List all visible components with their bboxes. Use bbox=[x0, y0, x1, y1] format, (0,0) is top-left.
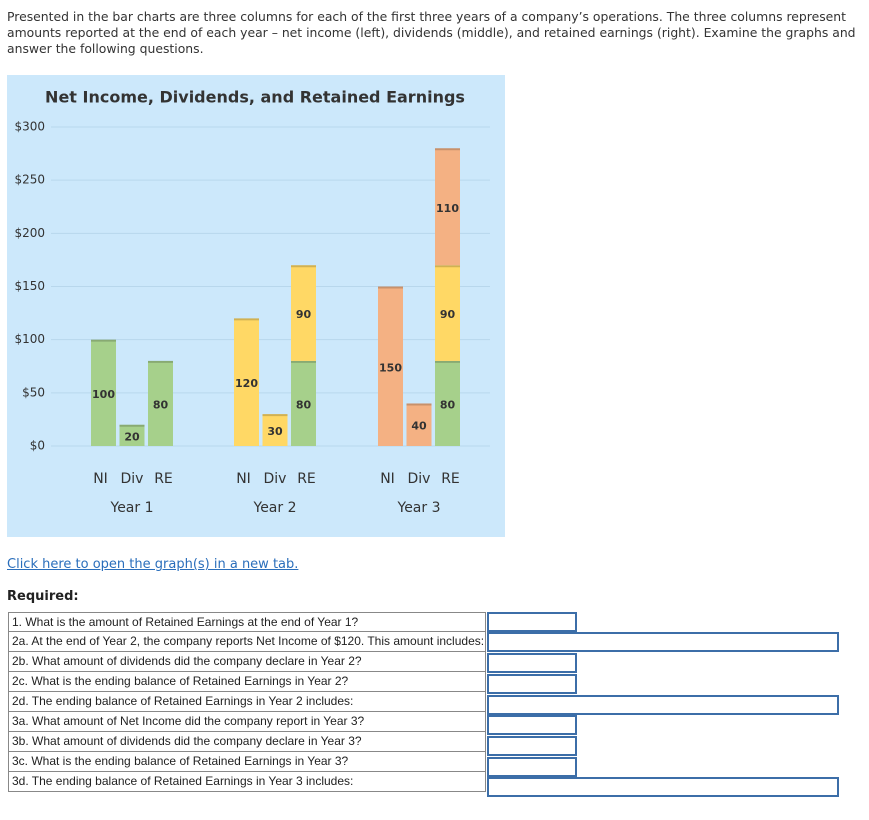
y-tick-label: $100 bbox=[14, 332, 45, 346]
data-label: 120 bbox=[235, 377, 258, 390]
data-label: 90 bbox=[296, 308, 312, 321]
column-label: NI bbox=[380, 471, 395, 487]
column-label: Div bbox=[264, 471, 287, 487]
question: 3d. The ending balance of Retained Earni… bbox=[8, 772, 486, 792]
bar-segment bbox=[435, 360, 460, 446]
chart-background bbox=[7, 75, 505, 537]
bar-segment bbox=[291, 360, 316, 446]
answer-input[interactable] bbox=[487, 632, 839, 652]
column-label: Div bbox=[408, 471, 431, 487]
question: 3c. What is the ending balance of Retain… bbox=[8, 752, 486, 772]
bar-segment bbox=[234, 318, 259, 446]
bar-segment bbox=[119, 424, 145, 446]
y-tick-label: $250 bbox=[14, 173, 45, 187]
answer-input[interactable] bbox=[487, 736, 577, 756]
bar-segment bbox=[435, 148, 460, 266]
column-label: NI bbox=[236, 471, 251, 487]
question: 2c. What is the ending balance of Retain… bbox=[8, 672, 486, 692]
answer-input[interactable] bbox=[487, 612, 577, 632]
data-label: 80 bbox=[153, 398, 169, 411]
data-label: 30 bbox=[267, 425, 283, 438]
data-label: 90 bbox=[440, 308, 456, 321]
column-label: RE bbox=[154, 471, 173, 487]
bar-segment bbox=[378, 286, 403, 446]
data-label: 80 bbox=[296, 398, 312, 411]
question: 2a. At the end of Year 2, the company re… bbox=[8, 632, 486, 652]
question: 1. What is the amount of Retained Earnin… bbox=[8, 612, 486, 632]
required-label: Required: bbox=[7, 589, 79, 604]
data-label: 80 bbox=[440, 398, 456, 411]
y-tick-label: $50 bbox=[22, 385, 45, 399]
question: 3a. What amount of Net Income did the co… bbox=[8, 712, 486, 732]
answer-input[interactable] bbox=[487, 695, 839, 715]
bar-segment bbox=[406, 403, 432, 446]
column-label: NI bbox=[93, 471, 108, 487]
answer-input[interactable] bbox=[487, 653, 577, 673]
answer-input[interactable] bbox=[487, 777, 839, 797]
column-label: RE bbox=[441, 471, 460, 487]
y-tick-label: $200 bbox=[14, 226, 45, 240]
bar-segment bbox=[435, 265, 460, 361]
y-tick-label: $0 bbox=[30, 439, 45, 453]
data-label: 40 bbox=[411, 420, 427, 433]
question: 3b. What amount of dividends did the com… bbox=[8, 732, 486, 752]
y-tick-label: $150 bbox=[14, 279, 45, 293]
bar-segment bbox=[262, 414, 288, 446]
intro-text: Presented in the bar charts are three co… bbox=[7, 9, 856, 56]
column-label: RE bbox=[297, 471, 316, 487]
chart-title: Net Income, Dividends, and Retained Earn… bbox=[45, 88, 465, 107]
y-tick-label: $300 bbox=[14, 120, 45, 134]
bar-segment bbox=[91, 339, 116, 446]
answer-input[interactable] bbox=[487, 757, 577, 777]
data-label: 20 bbox=[124, 430, 140, 443]
group-label: Year 3 bbox=[397, 500, 441, 516]
data-label: 110 bbox=[436, 202, 459, 215]
column-label: Div bbox=[121, 471, 144, 487]
group-label: Year 2 bbox=[253, 500, 297, 516]
bar-segment bbox=[291, 265, 316, 361]
answer-input[interactable] bbox=[487, 674, 577, 694]
chart: Net Income, Dividends, and Retained Earn… bbox=[7, 75, 505, 537]
question: 2b. What amount of dividends did the com… bbox=[8, 652, 486, 672]
question: 2d. The ending balance of Retained Earni… bbox=[8, 692, 486, 712]
bar-segment bbox=[148, 360, 173, 446]
answer-input[interactable] bbox=[487, 715, 577, 735]
group-label: Year 1 bbox=[110, 500, 154, 516]
open-graph-link[interactable]: Click here to open the graph(s) in a new… bbox=[7, 557, 299, 572]
data-label: 150 bbox=[379, 361, 402, 374]
data-label: 100 bbox=[92, 388, 115, 401]
